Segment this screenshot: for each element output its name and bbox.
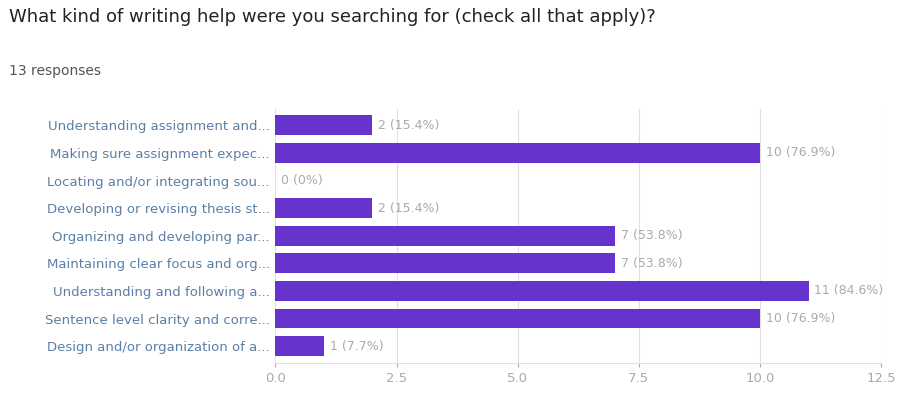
Text: 10 (76.9%): 10 (76.9%) xyxy=(766,146,835,160)
Bar xyxy=(275,281,809,301)
Bar xyxy=(275,226,615,246)
Bar xyxy=(275,336,324,356)
Bar xyxy=(275,115,373,135)
Text: 10 (76.9%): 10 (76.9%) xyxy=(766,312,835,325)
Bar xyxy=(275,143,760,163)
Text: What kind of writing help were you searching for (check all that apply)?: What kind of writing help were you searc… xyxy=(9,8,656,26)
Text: 2 (15.4%): 2 (15.4%) xyxy=(378,202,440,215)
Text: 7 (53.8%): 7 (53.8%) xyxy=(621,257,682,270)
Bar xyxy=(275,253,615,273)
Text: 13 responses: 13 responses xyxy=(9,64,101,79)
Bar xyxy=(275,309,760,328)
Text: 7 (53.8%): 7 (53.8%) xyxy=(621,229,682,242)
Bar xyxy=(275,198,373,218)
Text: 2 (15.4%): 2 (15.4%) xyxy=(378,119,440,132)
Text: 1 (7.7%): 1 (7.7%) xyxy=(330,340,384,353)
Text: 11 (84.6%): 11 (84.6%) xyxy=(814,285,884,297)
Text: 0 (0%): 0 (0%) xyxy=(281,174,323,187)
